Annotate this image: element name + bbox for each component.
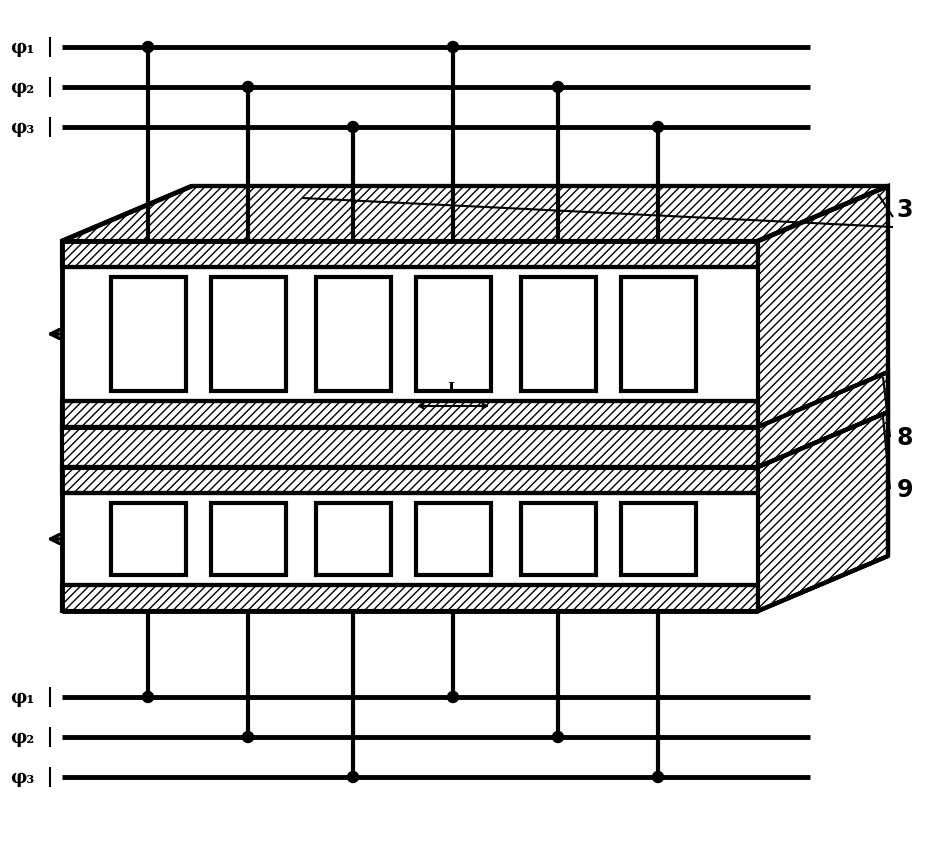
- Circle shape: [447, 692, 459, 703]
- Circle shape: [347, 772, 359, 782]
- Text: 3: 3: [897, 198, 913, 222]
- Bar: [211, 503, 286, 575]
- Circle shape: [552, 83, 564, 93]
- Polygon shape: [758, 187, 888, 427]
- Bar: [111, 503, 186, 575]
- Bar: [621, 278, 696, 392]
- Circle shape: [143, 692, 153, 703]
- Circle shape: [652, 772, 664, 782]
- Text: 9: 9: [897, 478, 913, 502]
- Circle shape: [552, 732, 564, 743]
- Bar: [521, 278, 596, 392]
- Circle shape: [143, 43, 153, 54]
- Polygon shape: [62, 187, 888, 241]
- Circle shape: [652, 122, 664, 133]
- Bar: [62, 467, 758, 493]
- Bar: [621, 503, 696, 575]
- Text: φ₁: φ₁: [10, 688, 34, 706]
- Circle shape: [243, 732, 253, 743]
- Text: L: L: [447, 381, 458, 396]
- Bar: [521, 503, 596, 575]
- Circle shape: [447, 43, 459, 54]
- Bar: [62, 585, 758, 612]
- Bar: [62, 467, 758, 612]
- Text: φ₃: φ₃: [10, 119, 34, 136]
- Bar: [62, 241, 758, 427]
- Text: 8: 8: [897, 426, 913, 450]
- Text: φ₂: φ₂: [10, 728, 34, 746]
- Bar: [211, 278, 286, 392]
- Circle shape: [243, 83, 253, 93]
- Circle shape: [347, 122, 359, 133]
- Bar: [416, 503, 491, 575]
- Text: φ₃: φ₃: [10, 768, 34, 786]
- Text: φ₂: φ₂: [10, 79, 34, 97]
- Bar: [62, 241, 758, 268]
- Bar: [62, 402, 758, 427]
- Bar: [316, 503, 391, 575]
- Polygon shape: [758, 413, 888, 612]
- Bar: [111, 278, 186, 392]
- Bar: [316, 278, 391, 392]
- Bar: [62, 427, 758, 467]
- Polygon shape: [758, 373, 888, 467]
- Bar: [416, 278, 491, 392]
- Text: φ₁: φ₁: [10, 39, 34, 57]
